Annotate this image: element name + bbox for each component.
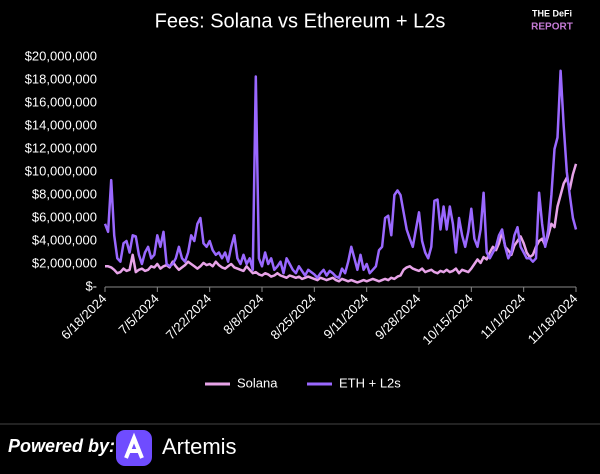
footer-label: Powered by: <box>8 436 115 456</box>
y-tick-label: $16,000,000 <box>25 94 97 109</box>
chart-title: Fees: Solana vs Ethereum + L2s <box>155 10 446 32</box>
y-tick-label: $8,000,000 <box>32 186 97 201</box>
y-tick-label: $18,000,000 <box>25 71 97 86</box>
series-line <box>105 163 578 284</box>
logo-bottom: REPORT <box>531 22 573 33</box>
y-tick-label: $14,000,000 <box>25 117 97 132</box>
y-tick-label: $12,000,000 <box>25 140 97 155</box>
y-tick-label: $- <box>85 278 97 293</box>
y-tick-label: $2,000,000 <box>32 255 97 270</box>
y-tick-label: $6,000,000 <box>32 209 97 224</box>
footer-brand: Artemis <box>162 434 237 459</box>
series-line <box>103 69 578 280</box>
y-tick-label: $4,000,000 <box>32 232 97 247</box>
artemis-glyph <box>124 432 144 459</box>
y-tick-label: $10,000,000 <box>25 163 97 178</box>
logo-top: THE DeFi <box>532 8 572 18</box>
y-tick-label: $20,000,000 <box>25 48 97 63</box>
legend-label: ETH + L2s <box>339 375 401 390</box>
legend-label: Solana <box>237 375 278 390</box>
